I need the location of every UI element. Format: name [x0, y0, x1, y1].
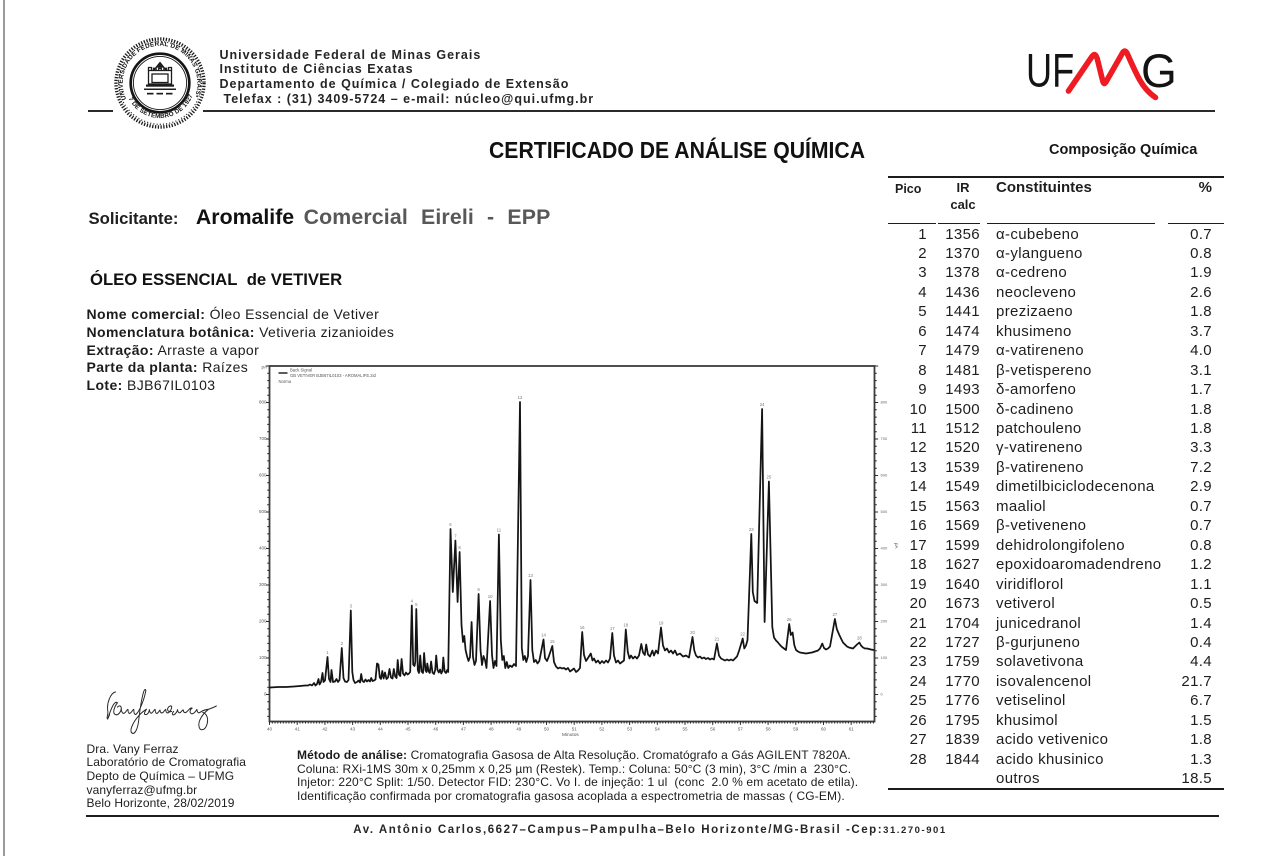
svg-text:43: 43: [350, 727, 356, 732]
svg-text:13: 13: [528, 573, 533, 578]
svg-text:11: 11: [497, 528, 502, 533]
svg-text:16: 16: [580, 625, 585, 630]
svg-text:200: 200: [259, 619, 267, 624]
svg-text:7: 7: [454, 534, 457, 539]
svg-text:300: 300: [881, 582, 888, 587]
svg-text:600: 600: [259, 473, 267, 478]
svg-text:pA: pA: [261, 365, 267, 370]
svg-text:Norma: Norma: [279, 379, 292, 384]
svg-text:5: 5: [415, 602, 418, 607]
svg-text:2: 2: [341, 641, 344, 646]
svg-text:19: 19: [659, 621, 664, 626]
svg-text:40: 40: [267, 727, 273, 732]
svg-text:600: 600: [881, 473, 888, 478]
svg-text:54: 54: [655, 727, 661, 732]
svg-text:0: 0: [881, 692, 884, 697]
svg-text:800: 800: [881, 400, 888, 405]
svg-text:42: 42: [322, 727, 328, 732]
svg-text:60: 60: [821, 727, 827, 732]
svg-text:58: 58: [766, 727, 772, 732]
svg-text:100: 100: [259, 655, 267, 660]
svg-text:Back Signal: Back Signal: [290, 368, 312, 373]
svg-text:52: 52: [599, 727, 605, 732]
svg-text:46: 46: [433, 727, 439, 732]
svg-text:50: 50: [544, 727, 550, 732]
svg-text:GB VETIVER BJB67IL0103 - AROMA: GB VETIVER BJB67IL0103 - AROMALIFE.2id: [290, 373, 377, 378]
svg-text:47: 47: [461, 727, 467, 732]
svg-text:pA: pA: [894, 543, 899, 549]
svg-text:44: 44: [378, 727, 384, 732]
svg-text:41: 41: [295, 727, 301, 732]
svg-text:18: 18: [623, 623, 628, 628]
svg-text:3: 3: [350, 604, 353, 609]
svg-text:25: 25: [767, 475, 772, 480]
svg-text:17: 17: [610, 626, 615, 631]
svg-text:700: 700: [259, 436, 267, 441]
svg-text:45: 45: [405, 727, 411, 732]
svg-text:61: 61: [849, 727, 855, 732]
svg-text:49: 49: [516, 727, 522, 732]
svg-text:20: 20: [690, 630, 695, 635]
svg-text:21: 21: [715, 637, 720, 642]
svg-text:28: 28: [857, 636, 862, 641]
svg-text:1: 1: [326, 650, 329, 655]
svg-text:400: 400: [259, 546, 267, 551]
svg-text:48: 48: [489, 727, 495, 732]
svg-text:57: 57: [738, 727, 744, 732]
svg-text:UF: UF: [1026, 44, 1074, 97]
svg-text:100: 100: [881, 655, 888, 660]
svg-text:23: 23: [749, 527, 754, 532]
svg-text:0: 0: [264, 692, 267, 697]
svg-text:500: 500: [259, 509, 267, 514]
svg-text:15: 15: [550, 639, 555, 644]
svg-text:9: 9: [477, 587, 480, 592]
svg-text:10: 10: [488, 594, 493, 599]
svg-text:12: 12: [518, 395, 523, 400]
svg-text:500: 500: [881, 509, 888, 514]
svg-text:200: 200: [881, 619, 888, 624]
svg-text:4: 4: [411, 599, 414, 604]
svg-text:24: 24: [760, 402, 765, 407]
svg-text:55: 55: [682, 727, 688, 732]
svg-text:Minutos: Minutos: [562, 732, 579, 738]
svg-text:400: 400: [881, 546, 888, 551]
svg-text:56: 56: [710, 727, 716, 732]
svg-text:700: 700: [881, 436, 888, 441]
svg-text:300: 300: [259, 582, 267, 587]
svg-text:14: 14: [541, 633, 546, 638]
svg-text:59: 59: [793, 727, 799, 732]
svg-text:8: 8: [458, 545, 461, 550]
svg-text:6: 6: [449, 522, 452, 527]
svg-text:27: 27: [833, 612, 838, 617]
svg-text:53: 53: [627, 727, 633, 732]
svg-text:26: 26: [787, 617, 792, 622]
svg-text:51: 51: [572, 727, 578, 732]
svg-text:22: 22: [740, 632, 745, 637]
svg-text:800: 800: [259, 400, 267, 405]
